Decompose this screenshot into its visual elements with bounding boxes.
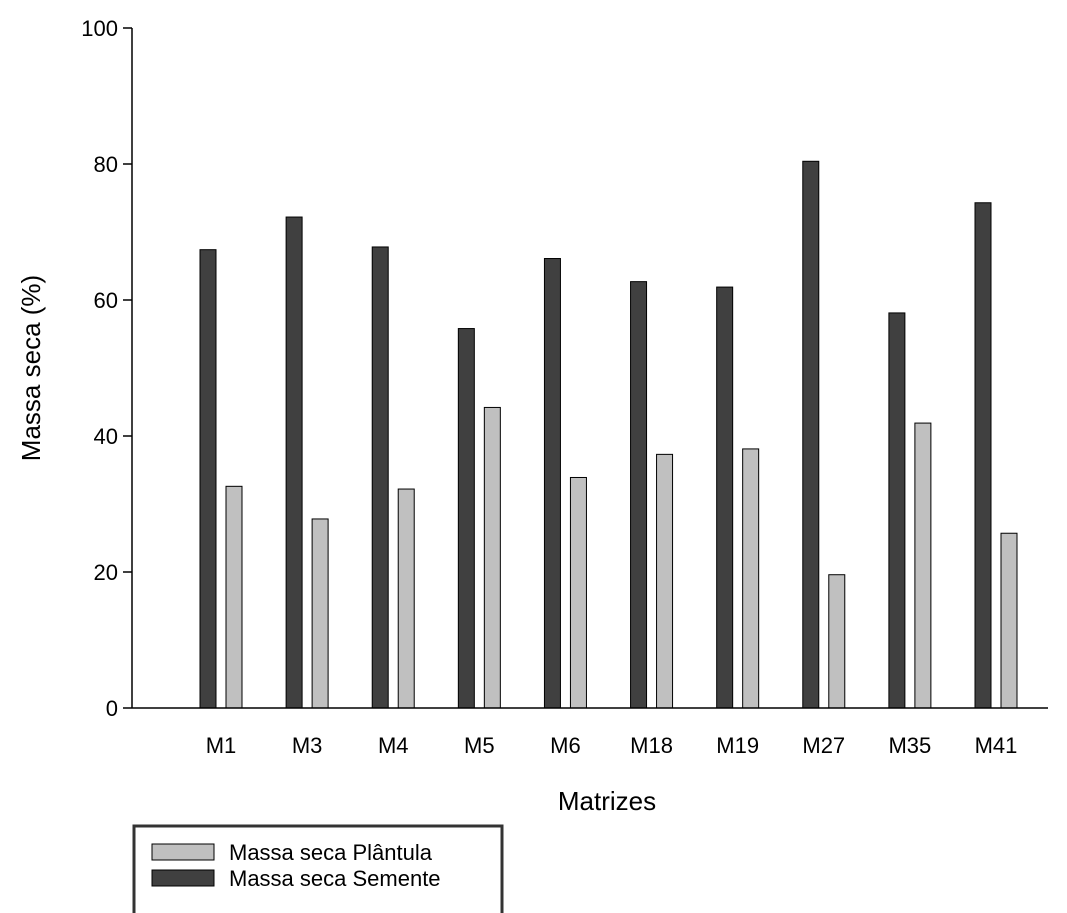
x-tick-label: M6 bbox=[550, 733, 581, 758]
y-tick-label: 60 bbox=[94, 288, 118, 313]
y-tick-label: 0 bbox=[106, 696, 118, 721]
bar-plantula-m3 bbox=[312, 519, 328, 708]
bar-plantula-m35 bbox=[915, 423, 931, 708]
bar-semente-m19 bbox=[717, 287, 733, 708]
bar-plantula-m18 bbox=[657, 454, 673, 708]
y-tick-label: 80 bbox=[94, 152, 118, 177]
x-tick-label: M1 bbox=[206, 733, 237, 758]
bar-semente-m18 bbox=[631, 282, 647, 708]
y-tick-label: 40 bbox=[94, 424, 118, 449]
x-tick-label: M5 bbox=[464, 733, 495, 758]
x-tick-label: M18 bbox=[630, 733, 673, 758]
y-axis-title: Massa seca (%) bbox=[16, 275, 46, 461]
bar-semente-m27 bbox=[803, 161, 819, 708]
bar-plantula-m4 bbox=[398, 489, 414, 708]
bar-semente-m41 bbox=[975, 203, 991, 708]
x-axis-title: Matrizes bbox=[558, 786, 656, 816]
x-tick-label: M19 bbox=[716, 733, 759, 758]
bar-semente-m4 bbox=[372, 247, 388, 708]
bar-semente-m35 bbox=[889, 313, 905, 708]
bar-semente-m3 bbox=[286, 217, 302, 708]
legend-swatch bbox=[152, 844, 214, 860]
x-tick-label: M27 bbox=[802, 733, 845, 758]
x-tick-label: M35 bbox=[888, 733, 931, 758]
legend-swatch bbox=[152, 870, 214, 886]
bar-plantula-m6 bbox=[570, 477, 586, 708]
y-tick-label: 100 bbox=[81, 16, 118, 41]
bars-group bbox=[200, 161, 1017, 708]
bar-plantula-m5 bbox=[484, 407, 500, 708]
bar-plantula-m19 bbox=[743, 449, 759, 708]
legend-label: Massa seca Semente bbox=[229, 866, 441, 891]
bar-plantula-m1 bbox=[226, 486, 242, 708]
x-tick-label: M41 bbox=[975, 733, 1018, 758]
bar-semente-m5 bbox=[458, 329, 474, 708]
bar-semente-m6 bbox=[544, 259, 560, 708]
bar-plantula-m41 bbox=[1001, 533, 1017, 708]
x-tick-label: M3 bbox=[292, 733, 323, 758]
bar-plantula-m27 bbox=[829, 575, 845, 708]
x-tick-label: M4 bbox=[378, 733, 409, 758]
y-tick-label: 20 bbox=[94, 560, 118, 585]
legend-label: Massa seca Plântula bbox=[229, 840, 433, 865]
bar-semente-m1 bbox=[200, 250, 216, 708]
